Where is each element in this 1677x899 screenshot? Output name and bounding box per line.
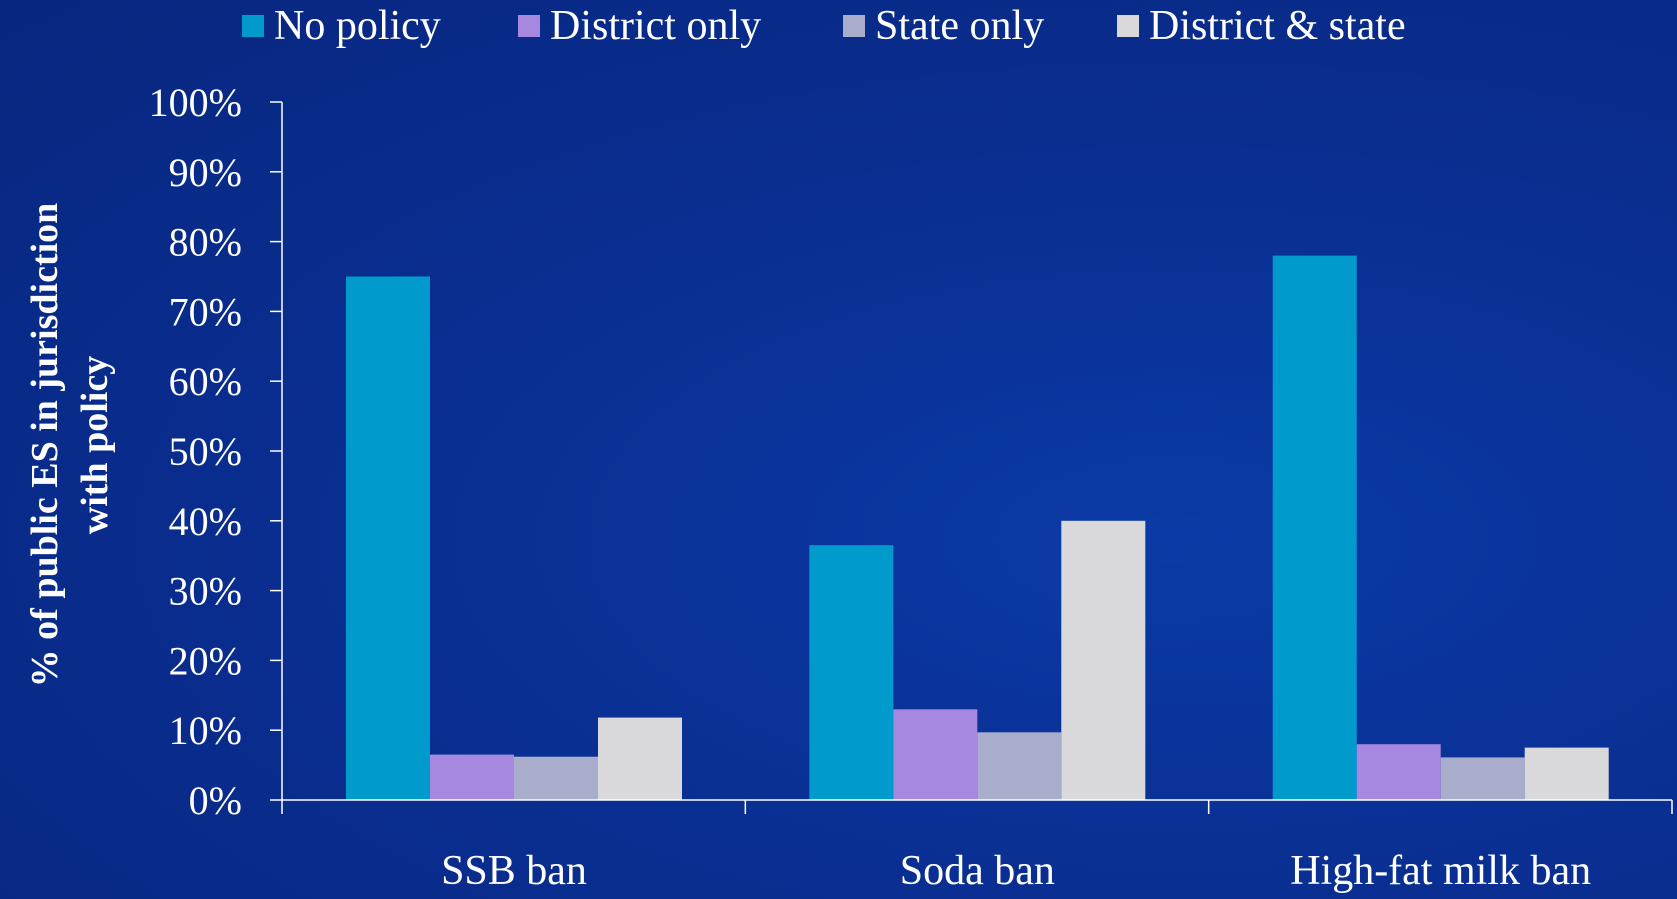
legend-swatch-district-and-state bbox=[1117, 15, 1139, 37]
legend-label-district-only: District only bbox=[550, 3, 762, 49]
y-tick-label: 40% bbox=[169, 499, 242, 544]
y-tick-label: 90% bbox=[169, 150, 242, 195]
axes-layer bbox=[281, 102, 1673, 814]
legend: No policy District only State only Distr… bbox=[0, 0, 1677, 58]
legend-swatch-state-only bbox=[843, 15, 865, 37]
legend-item-district-and-state: District & state bbox=[1117, 2, 1406, 50]
legend-swatch-district-only bbox=[518, 15, 540, 37]
y-tick-label: 80% bbox=[169, 220, 242, 265]
bar-district-only-high-fat-milk-ban bbox=[1356, 744, 1441, 800]
y-ticks-layer: 0% 10% 20% 30% 40% 50% 60% 70% 80% 90% 100% bbox=[149, 80, 282, 823]
bar-state-only-high-fat-milk-ban bbox=[1440, 757, 1525, 800]
bars-layer bbox=[346, 255, 1609, 801]
y-tick-label: 30% bbox=[169, 569, 242, 614]
bar-district-only-ssb-ban bbox=[430, 754, 514, 800]
y-tick-label: 70% bbox=[169, 289, 242, 334]
legend-item-no-policy: No policy bbox=[242, 2, 441, 50]
bar-no-policy-high-fat-milk-ban bbox=[1272, 255, 1357, 801]
legend-label-state-only: State only bbox=[875, 3, 1045, 49]
bar-district-state-ssb-ban bbox=[598, 717, 682, 800]
x-tick-label: SSB ban bbox=[441, 848, 587, 894]
legend-label-district-and-state: District & state bbox=[1149, 3, 1406, 49]
x-tick-label: Soda ban bbox=[900, 848, 1055, 894]
y-tick-label: 10% bbox=[169, 708, 242, 753]
x-labels-layer: SSB ban Soda ban High-fat milk ban bbox=[441, 848, 1591, 894]
x-tick-label: High-fat milk ban bbox=[1290, 848, 1591, 894]
bar-district-state-soda-ban bbox=[1061, 520, 1146, 800]
bar-no-policy-soda-ban bbox=[809, 545, 894, 800]
y-tick-label: 100% bbox=[149, 80, 242, 125]
y-tick-label: 0% bbox=[189, 778, 242, 823]
y-tick-label: 60% bbox=[169, 359, 242, 404]
legend-item-district-only: District only bbox=[518, 2, 761, 50]
y-tick-label: 20% bbox=[169, 638, 242, 683]
bar-state-only-ssb-ban bbox=[514, 756, 598, 800]
bar-no-policy-ssb-ban bbox=[346, 276, 430, 800]
y-tick-label: 50% bbox=[169, 429, 242, 474]
bar-state-only-soda-ban bbox=[977, 732, 1062, 800]
legend-swatch-no-policy bbox=[242, 15, 264, 37]
bar-district-state-high-fat-milk-ban bbox=[1524, 747, 1609, 800]
bar-district-only-soda-ban bbox=[893, 709, 978, 800]
legend-label-no-policy: No policy bbox=[274, 3, 441, 49]
legend-item-state-only: State only bbox=[843, 2, 1044, 50]
